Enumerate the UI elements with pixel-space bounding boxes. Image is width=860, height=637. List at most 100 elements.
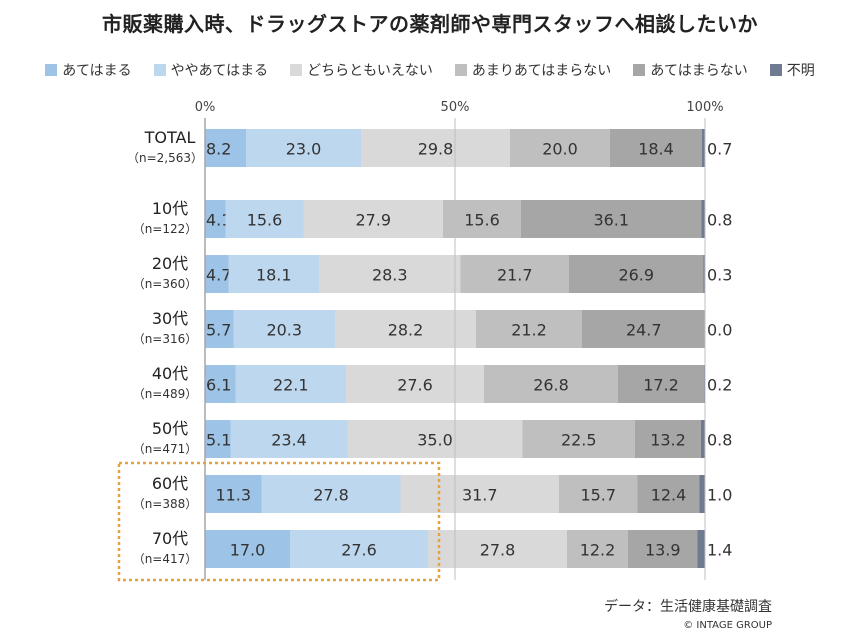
- data-label: 4.7: [206, 266, 231, 285]
- x-tick-label: 50%: [441, 100, 470, 115]
- data-label: 17.2: [643, 376, 679, 395]
- data-label: 13.2: [650, 431, 686, 450]
- x-tick-label: 100%: [686, 100, 723, 115]
- category-n-label: （n=489）: [133, 387, 198, 401]
- category-label: 40代: [152, 364, 188, 383]
- data-label: 23.4: [271, 431, 307, 450]
- bar-segment: [347, 420, 523, 458]
- data-label: 12.2: [580, 541, 616, 560]
- bar-segment: [635, 420, 701, 458]
- bar-segment: [484, 365, 618, 403]
- data-label: 1.0: [707, 486, 732, 505]
- bar-segment: [205, 475, 262, 513]
- legend-swatch: [633, 64, 646, 76]
- data-label: 12.4: [651, 486, 687, 505]
- legend-item: 不明: [769, 60, 815, 80]
- data-label: 24.7: [626, 321, 662, 340]
- bar-segment: [559, 475, 638, 513]
- data-label: 15.6: [247, 211, 283, 230]
- legend-item: あてはまる: [45, 60, 132, 80]
- data-label: 21.2: [511, 321, 547, 340]
- bar-segment: [205, 530, 290, 568]
- legend-item: ややあてはまる: [153, 60, 269, 80]
- data-label: 15.7: [580, 486, 616, 505]
- x-tick-label: 0%: [195, 100, 216, 115]
- data-label: 0.8: [707, 431, 732, 450]
- bar-segment: [476, 310, 582, 348]
- legend-swatch: [290, 64, 303, 76]
- bar-segment: [697, 530, 705, 568]
- data-label: 0.8: [707, 211, 732, 230]
- legend-item: どちらともいえない: [290, 60, 433, 80]
- category-n-label: （n=360）: [133, 277, 198, 291]
- bar-segment: [335, 310, 476, 348]
- bar-segment: [701, 200, 706, 238]
- data-label: 28.3: [372, 266, 408, 285]
- bar-segment: [228, 255, 319, 293]
- bar-segment: [610, 129, 702, 167]
- data-label: 35.0: [417, 431, 453, 450]
- bar-segment: [346, 365, 484, 403]
- category-n-label: （n=2,563）: [127, 151, 203, 165]
- legend-label: ややあてはまる: [170, 63, 269, 79]
- bar-segment: [225, 200, 304, 238]
- data-label: 27.8: [313, 486, 349, 505]
- data-label: 18.1: [256, 266, 292, 285]
- bar-segment: [205, 310, 234, 348]
- category-n-label: （n=471）: [133, 442, 198, 456]
- legend-label: あまりあてはまらない: [471, 63, 612, 79]
- bar-segment: [400, 475, 559, 513]
- bar-segment: [701, 420, 705, 458]
- highlight-box: [117, 461, 441, 582]
- data-label: 27.6: [397, 376, 433, 395]
- category-n-label: （n=316）: [133, 332, 198, 346]
- data-label: 29.8: [418, 140, 454, 159]
- data-label: 21.7: [497, 266, 533, 285]
- data-label: 22.1: [273, 376, 309, 395]
- legend-label: どちらともいえない: [307, 63, 433, 79]
- bar-segment: [235, 365, 346, 403]
- data-label: 27.8: [480, 541, 516, 560]
- legend-label: あてはまる: [62, 63, 132, 79]
- data-label: 17.0: [230, 541, 266, 560]
- data-label: 31.7: [462, 486, 498, 505]
- chart-title: 市販薬購入時、ドラッグストアの薬剤師や専門スタッフへ相談したいか: [102, 12, 758, 36]
- bar-segment: [290, 530, 428, 568]
- data-label: 5.7: [206, 321, 231, 340]
- category-label: 30代: [152, 309, 188, 328]
- data-label: 36.1: [593, 211, 629, 230]
- data-label: 18.4: [638, 140, 674, 159]
- bar-segment: [205, 420, 231, 458]
- legend-swatch: [153, 64, 166, 76]
- category-label: TOTAL: [144, 128, 196, 147]
- legend-item: あまりあてはまらない: [454, 60, 612, 80]
- legend-label: あてはまらない: [650, 63, 748, 79]
- category-n-label: （n=388）: [133, 497, 198, 511]
- bar-segment: [205, 129, 246, 167]
- bar-segment: [319, 255, 461, 293]
- bar-segment: [205, 200, 226, 238]
- bar-segment: [522, 420, 635, 458]
- data-label: 0.2: [707, 376, 732, 395]
- bar-segment: [521, 200, 702, 238]
- category-label: 70代: [152, 529, 188, 548]
- bar-segment: [361, 129, 510, 167]
- data-label: 6.1: [206, 376, 231, 395]
- data-label: 20.0: [542, 140, 578, 159]
- category-label: 10代: [152, 199, 188, 218]
- bar-segment: [699, 475, 705, 513]
- data-label: 23.0: [286, 140, 322, 159]
- data-label: 13.9: [645, 541, 681, 560]
- data-label: 0.7: [707, 140, 732, 159]
- legend-label: 不明: [786, 63, 815, 79]
- legend-swatch: [45, 64, 58, 76]
- bar-segment: [703, 255, 705, 293]
- data-label: 27.6: [341, 541, 377, 560]
- data-label: 8.2: [206, 140, 231, 159]
- bar-segment: [510, 129, 610, 167]
- bar-segment: [569, 255, 704, 293]
- data-label: 4.1: [206, 211, 231, 230]
- bar-segment: [637, 475, 700, 513]
- bar-segment: [702, 129, 706, 167]
- legend-swatch: [454, 64, 467, 76]
